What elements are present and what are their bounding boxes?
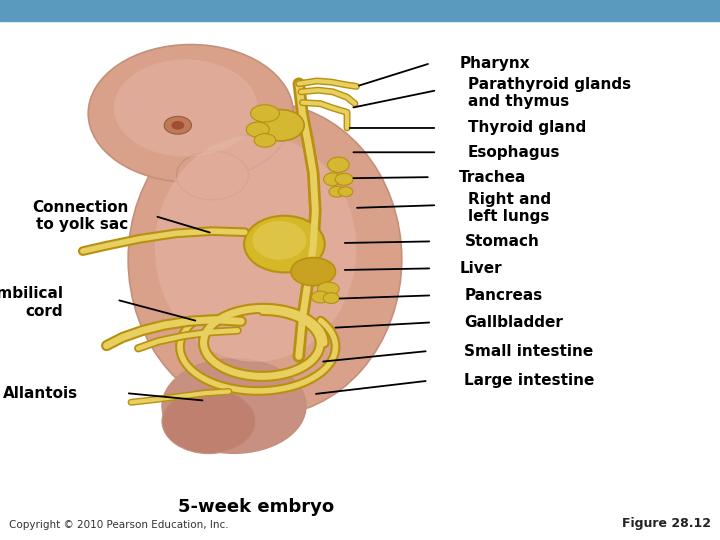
Text: Copyright © 2010 Pearson Education, Inc.: Copyright © 2010 Pearson Education, Inc. (9, 520, 228, 530)
Ellipse shape (128, 103, 402, 416)
Ellipse shape (291, 258, 336, 286)
Text: Figure 28.12: Figure 28.12 (622, 517, 711, 530)
Text: Pancreas: Pancreas (464, 288, 543, 303)
Ellipse shape (311, 291, 329, 303)
Ellipse shape (171, 121, 184, 130)
Ellipse shape (162, 359, 306, 454)
Text: Pharynx: Pharynx (459, 56, 530, 71)
Text: Liver: Liver (459, 261, 502, 276)
Ellipse shape (329, 186, 345, 197)
Text: Trachea: Trachea (459, 170, 527, 185)
Text: Allantois: Allantois (3, 386, 78, 401)
Ellipse shape (323, 293, 339, 303)
Text: Parathyroid glands
and thymus: Parathyroid glands and thymus (468, 77, 631, 109)
Ellipse shape (89, 44, 294, 183)
Ellipse shape (254, 133, 276, 147)
Ellipse shape (246, 122, 269, 137)
Text: Small intestine: Small intestine (464, 343, 594, 359)
Ellipse shape (253, 221, 307, 260)
Text: Large intestine: Large intestine (464, 373, 595, 388)
Ellipse shape (164, 116, 192, 134)
Ellipse shape (258, 110, 304, 141)
Ellipse shape (338, 187, 353, 197)
Ellipse shape (324, 173, 342, 186)
Text: Gallbladder: Gallbladder (464, 315, 563, 330)
Text: Stomach: Stomach (464, 234, 539, 249)
Ellipse shape (176, 151, 248, 200)
Ellipse shape (155, 135, 356, 362)
Ellipse shape (162, 389, 256, 454)
Text: Connection
to yolk sac: Connection to yolk sac (32, 200, 128, 232)
Text: Umbilical
cord: Umbilical cord (0, 286, 63, 319)
Ellipse shape (335, 173, 353, 185)
Text: Right and
left lungs: Right and left lungs (468, 192, 551, 224)
Text: Esophagus: Esophagus (468, 145, 560, 160)
Text: Thyroid gland: Thyroid gland (468, 120, 586, 136)
Ellipse shape (114, 59, 258, 157)
Ellipse shape (244, 215, 325, 272)
Ellipse shape (328, 157, 349, 172)
Ellipse shape (251, 105, 279, 122)
Ellipse shape (318, 282, 339, 295)
Text: 5-week embryo: 5-week embryo (178, 497, 333, 516)
